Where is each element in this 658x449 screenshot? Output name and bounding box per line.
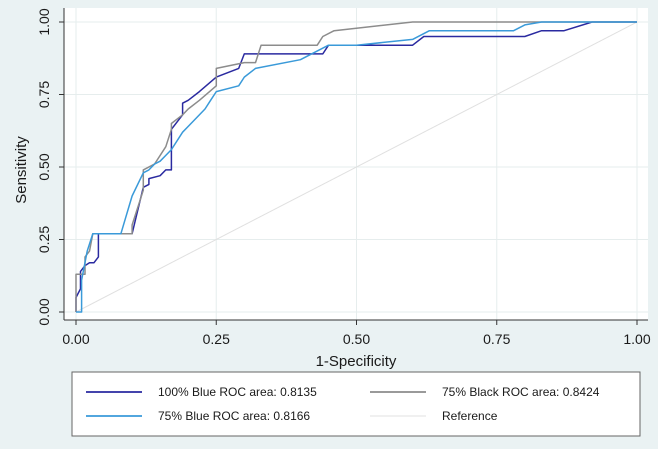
x-tick-label-4: 1.00	[623, 331, 650, 347]
x-tick-label-1: 0.25	[203, 331, 230, 347]
legend-label-3: Reference	[442, 409, 498, 423]
x-axis-label: 1-Specificity	[316, 353, 397, 370]
legend: 100% Blue ROC area: 0.8135 75% Black ROC …	[71, 371, 641, 437]
legend-label-1: 75% Black ROC area: 0.8424	[442, 385, 600, 399]
series-line-2	[76, 21, 637, 313]
legend-box	[71, 371, 641, 437]
x-tick-label-2: 0.50	[343, 331, 370, 347]
y-tick-label-1: 0.25	[36, 226, 52, 253]
x-tick-label-3: 0.75	[483, 331, 510, 347]
series-line-3	[75, 21, 638, 313]
axes-layer: 0.00 0.25 0.50 0.75 1.00 0.00 0.25 0.50 0.75 1.00	[36, 8, 651, 347]
y-tick-label-0: 0.00	[36, 298, 52, 325]
legend-label-2: 75% Blue ROC area: 0.8166	[158, 409, 310, 423]
y-tick-label-3: 0.75	[36, 81, 52, 108]
legend-label-0: 100% Blue ROC area: 0.8135	[158, 385, 317, 399]
y-axis-label: Sensitivity	[13, 136, 30, 204]
series-layer	[75, 21, 638, 313]
y-tick-label-4: 1.00	[36, 8, 52, 35]
y-tick-label-2: 0.50	[36, 153, 52, 180]
x-tick-label-0: 0.00	[62, 331, 89, 347]
